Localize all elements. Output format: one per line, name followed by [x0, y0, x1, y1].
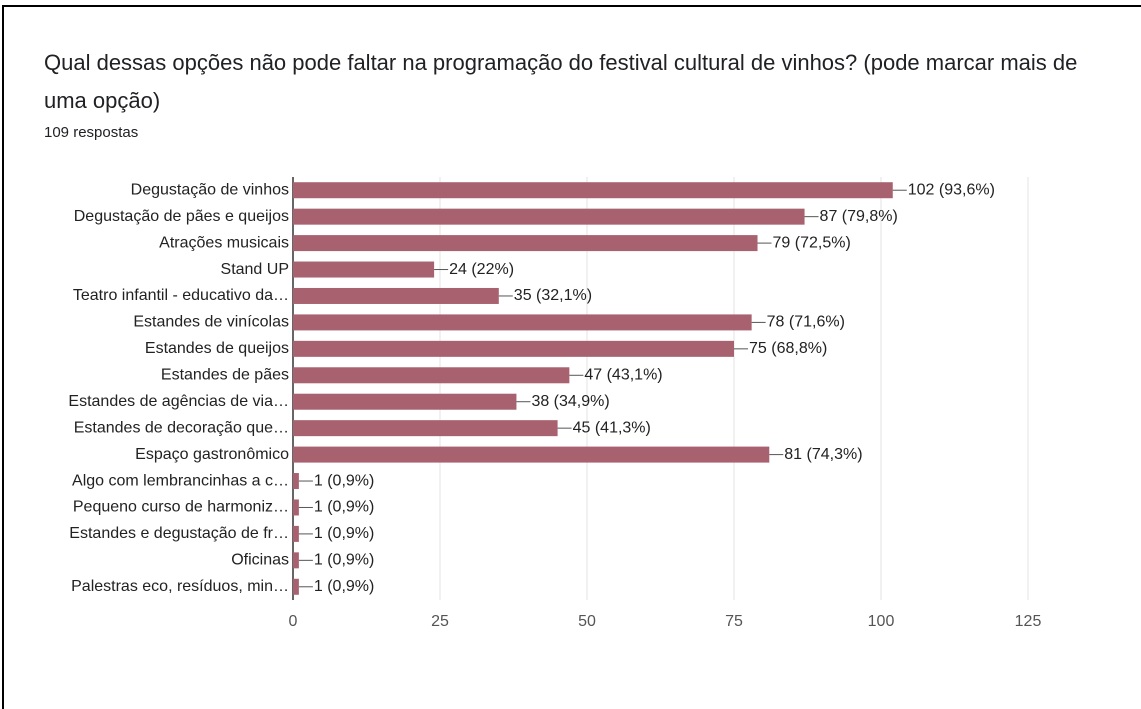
bar	[293, 340, 734, 357]
bar	[293, 552, 299, 569]
value-label: 47 (43,1%)	[584, 367, 662, 384]
bar	[293, 499, 299, 516]
y-tick-label: Oficinas	[231, 552, 289, 569]
value-label: 1 (0,9%)	[314, 552, 374, 569]
value-label: 24 (22%)	[449, 261, 514, 278]
y-tick-label: Palestras eco, resíduos, min…	[71, 578, 289, 595]
bar	[293, 287, 499, 304]
bar	[293, 446, 770, 463]
x-tick-label: 25	[431, 613, 449, 630]
value-label: 1 (0,9%)	[314, 525, 374, 542]
value-label: 78 (71,6%)	[767, 314, 845, 331]
y-tick-label: Stand UP	[221, 261, 289, 278]
x-tick-label: 125	[1015, 613, 1042, 630]
y-tick-label: Estandes de vinícolas	[133, 314, 289, 331]
value-label: 1 (0,9%)	[314, 578, 374, 595]
y-tick-label: Pequeno curso de harmoniz…	[73, 499, 289, 516]
bar	[293, 525, 299, 542]
value-label: 38 (34,9%)	[531, 393, 609, 410]
y-tick-label: Teatro infantil - educativo da…	[73, 287, 289, 304]
value-label: 87 (79,8%)	[820, 208, 898, 225]
value-label: 75 (68,8%)	[749, 340, 827, 357]
bar	[293, 235, 758, 252]
value-label: 35 (32,1%)	[514, 287, 592, 304]
chart-subtitle: 109 respostas	[44, 124, 139, 141]
bar	[293, 420, 558, 437]
value-label: 1 (0,9%)	[314, 499, 374, 516]
y-tick-label: Degustação de vinhos	[131, 181, 289, 198]
y-tick-label: Estandes de decoração que…	[74, 419, 289, 436]
bar	[293, 314, 752, 331]
value-label: 79 (72,5%)	[773, 234, 851, 251]
bar	[293, 182, 893, 199]
y-tick-label: Degustação de pães e queijos	[74, 208, 289, 225]
x-tick-label: 100	[868, 613, 895, 630]
bar	[293, 578, 299, 595]
value-label: 45 (41,3%)	[573, 419, 651, 436]
value-label: 102 (93,6%)	[908, 181, 995, 198]
value-label: 81 (74,3%)	[784, 446, 862, 463]
y-tick-label: Espaço gastronômico	[135, 446, 289, 463]
y-tick-label: Estandes de agências de via…	[68, 393, 289, 410]
y-tick-label: Algo com lembrancinhas a c…	[72, 472, 289, 489]
value-label: 1 (0,9%)	[314, 472, 374, 489]
frame	[2, 5, 1141, 709]
y-tick-label: Estandes de pães	[161, 367, 289, 384]
chart-title: Qual dessas opções não pode faltar na pr…	[44, 50, 1078, 113]
bar	[293, 261, 435, 278]
y-tick-label: Estandes de queijos	[145, 340, 289, 357]
y-tick-label: Estandes e degustação de fr…	[69, 525, 289, 542]
bar	[293, 208, 805, 225]
bar	[293, 393, 517, 410]
x-tick-label: 50	[578, 613, 596, 630]
y-tick-label: Atrações musicais	[159, 234, 289, 251]
bar	[293, 473, 299, 490]
x-tick-label: 0	[289, 613, 298, 630]
x-tick-label: 75	[725, 613, 743, 630]
bar	[293, 367, 570, 384]
